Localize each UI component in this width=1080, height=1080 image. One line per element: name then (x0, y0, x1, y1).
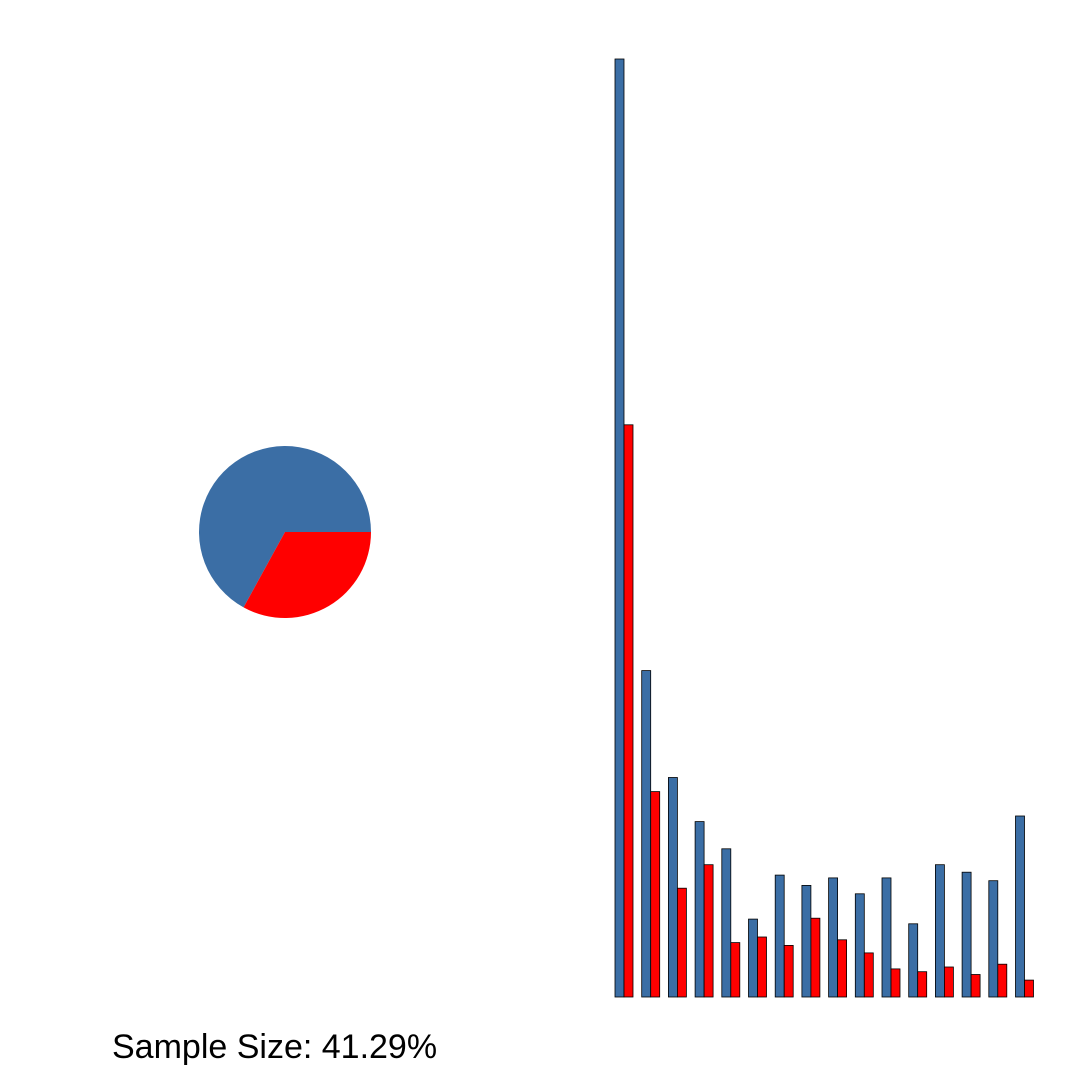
bar-a-14 (961, 871, 972, 998)
bar-a-5 (721, 848, 732, 998)
bar-b-9 (837, 939, 847, 998)
bar-b-15 (997, 963, 1008, 998)
bar-b-6 (757, 936, 767, 998)
bar-b-1 (623, 424, 634, 998)
pie-slice-1 (199, 446, 371, 608)
bar-a-1 (614, 58, 625, 998)
bar-a-15 (988, 880, 999, 998)
sample-size-label: Sample Size: 41.29% (112, 1028, 438, 1066)
bar-b-10 (863, 952, 874, 998)
bar-b-11 (890, 968, 901, 998)
bar-b-5 (730, 942, 741, 998)
bar-b-8 (810, 917, 821, 998)
bar-b-13 (944, 966, 954, 998)
bar-a-16 (1015, 815, 1025, 998)
bar-b-7 (783, 945, 794, 998)
bar-a-10 (854, 893, 865, 998)
bar-a-13 (935, 864, 945, 998)
bar-b-2 (650, 791, 661, 998)
bar-a-2 (641, 670, 652, 998)
bar-b-12 (917, 971, 928, 998)
pie-slice-2 (243, 532, 371, 618)
bar-a-4 (694, 821, 705, 998)
bar-chart (614, 58, 1034, 998)
bar-a-8 (801, 885, 812, 998)
bar-b-16 (1024, 979, 1034, 998)
bar-a-7 (774, 874, 785, 998)
bar-a-6 (748, 918, 758, 998)
bar-a-12 (908, 923, 919, 998)
bar-b-4 (703, 864, 714, 998)
bar-a-3 (668, 777, 678, 998)
bar-b-14 (970, 974, 981, 998)
bar-b-3 (677, 887, 687, 998)
bar-a-11 (881, 877, 892, 998)
pie-chart (199, 446, 371, 618)
bar-a-9 (828, 877, 838, 998)
